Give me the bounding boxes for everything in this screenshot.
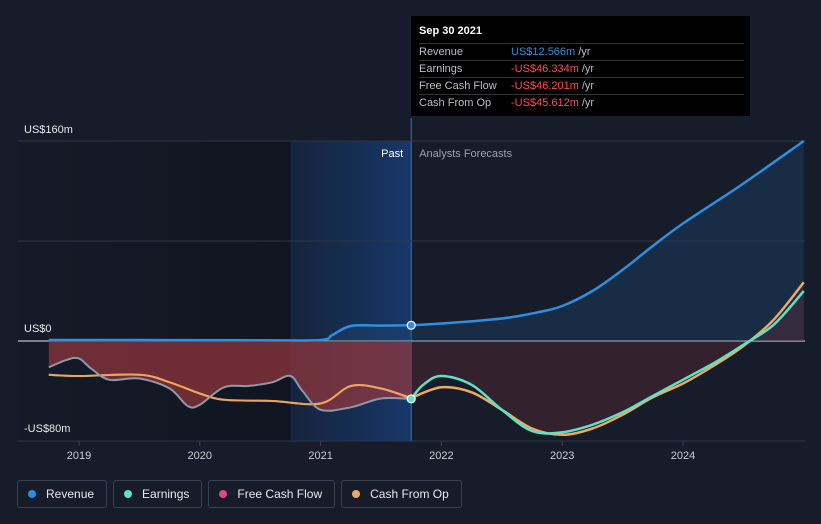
legend-label: Cash From Op (370, 487, 449, 501)
y-axis-label-bottom: -US$80m (24, 423, 71, 435)
past-region (18, 141, 291, 441)
x-tick-label-2023: 2023 (550, 450, 574, 462)
free-cash-flow-line-past (48, 373, 412, 406)
revenue-line-forecast (411, 139, 805, 327)
legend-item-earnings[interactable]: Earnings (113, 480, 203, 508)
tooltip-row-value: -US$46.334m (511, 63, 579, 75)
tooltip: Sep 30 2021 Revenue US$12.566m/yr Earnings… (411, 16, 750, 116)
legend: Revenue Earnings Free Cash Flow Cash From O… (17, 480, 462, 508)
x-tick-label-2021: 2021 (308, 450, 332, 462)
x-tick-label-2019: 2019 (67, 450, 91, 462)
tooltip-row-unit: /yr (581, 63, 595, 75)
tooltip-row-earnings: Earnings -US$46.334m/yr (419, 60, 744, 77)
revenue-area (48, 141, 804, 341)
past-label: Past (381, 148, 403, 160)
forecast-label: Analysts Forecasts (419, 148, 512, 160)
revenue-line-past (48, 323, 412, 342)
legend-item-revenue[interactable]: Revenue (17, 480, 108, 508)
legend-dot-icon (219, 490, 228, 498)
legend-label: Earnings (142, 487, 190, 501)
revenue-marker (406, 320, 416, 330)
tooltip-row-free-cash-flow: Free Cash Flow -US$46.201m/yr (419, 77, 744, 94)
tooltip-row-name: Cash From Op (419, 97, 492, 109)
tooltip-row-unit: /yr (578, 46, 591, 58)
x-tick-label-2020: 2020 (188, 450, 212, 462)
legend-dot-icon (352, 490, 361, 498)
earnings-line-past (48, 356, 412, 412)
tooltip-row-name: Earnings (419, 63, 463, 75)
x-tick-label-2024: 2024 (671, 450, 695, 462)
tooltip-row-revenue: Revenue US$12.566m/yr (419, 43, 744, 60)
tooltip-row-value: -US$46.201m (511, 80, 579, 92)
legend-item-cash-from-op[interactable]: Cash From Op (341, 480, 462, 508)
legend-dot-icon (28, 490, 36, 498)
tooltip-date: Sep 30 2021 (419, 25, 482, 37)
x-tick-label-2022: 2022 (429, 450, 453, 462)
legend-label: Revenue (46, 487, 95, 501)
earnings-area (48, 291, 804, 434)
tooltip-row-name: Revenue (419, 46, 464, 58)
legend-label: Free Cash Flow (237, 487, 323, 501)
y-axis-label-zero: US$0 (24, 323, 52, 335)
tooltip-row-name: Free Cash Flow (419, 80, 497, 92)
y-axis-label-top: US$160m (24, 124, 73, 136)
earnings-line-forecast (410, 290, 805, 435)
tooltip-row-value: US$12.566m (511, 46, 576, 58)
tooltip-row-unit: /yr (581, 80, 595, 92)
tooltip-row-unit: /yr (581, 97, 595, 109)
earnings-marker (406, 394, 416, 404)
tooltip-row-value: -US$45.612m (511, 97, 579, 109)
legend-item-free-cash-flow[interactable]: Free Cash Flow (208, 480, 336, 508)
legend-dot-icon (124, 490, 133, 498)
earnings-area-past (48, 341, 412, 411)
tooltip-row-cash-from-op: Cash From Op -US$45.612m/yr (419, 94, 744, 111)
